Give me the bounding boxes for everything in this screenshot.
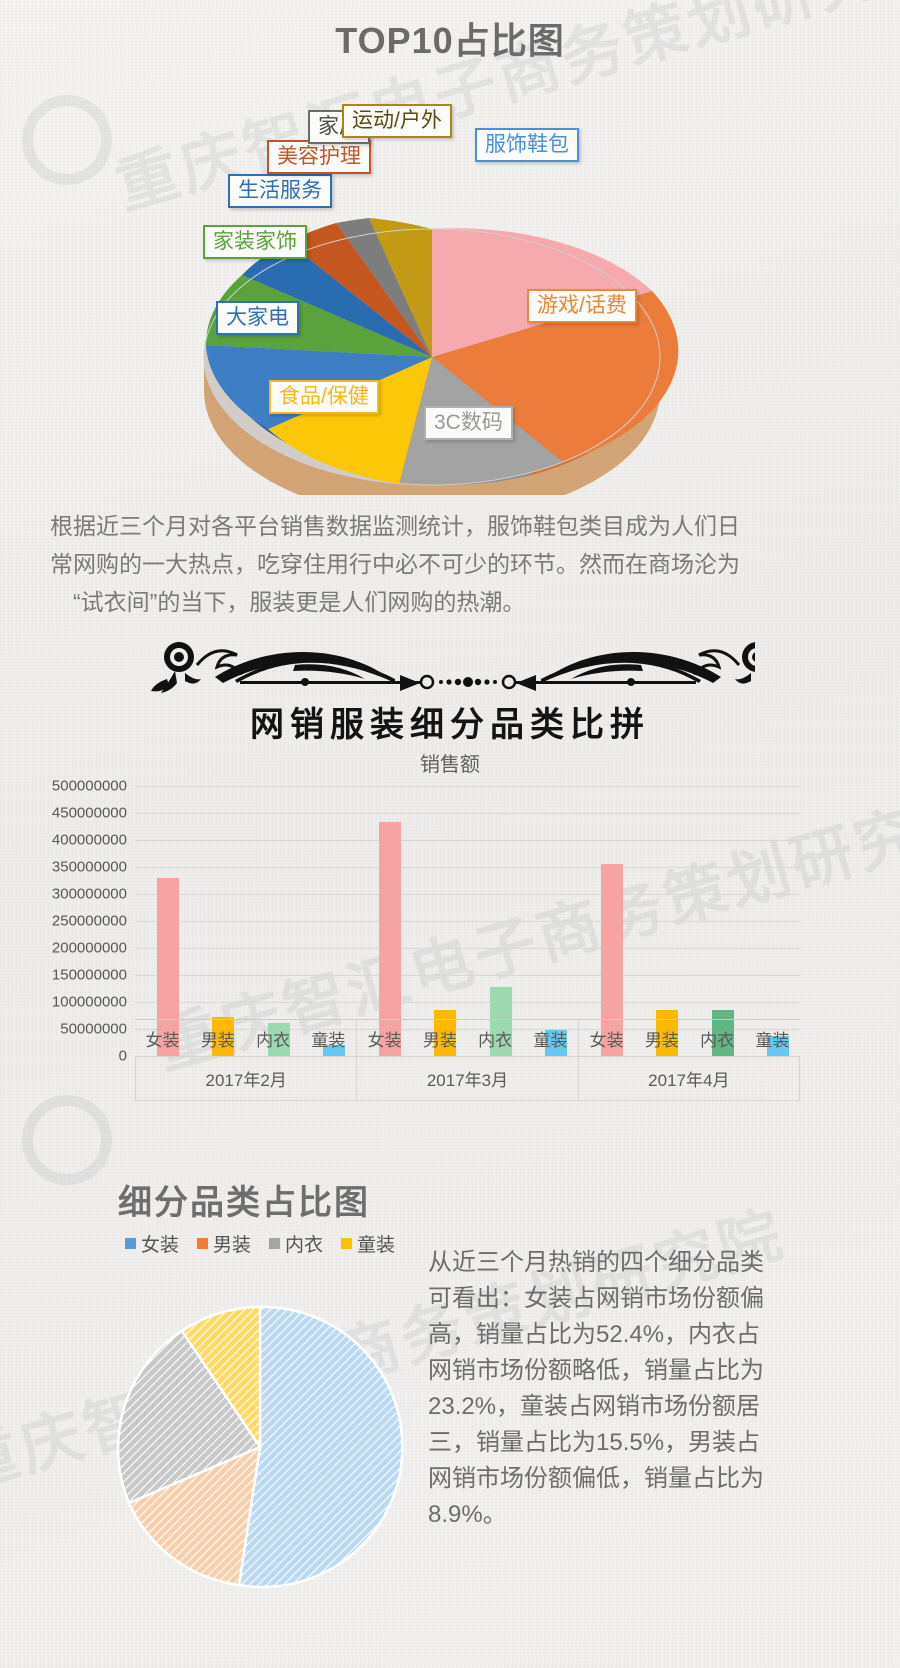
bar-chart-x-labels: 女装 男装 内衣 童装 女装 男装 内衣 童装 女装 男装 内衣 童装 <box>135 1019 800 1057</box>
legend-item-tongzhuang: 童装 <box>341 1230 395 1257</box>
y-tick: 100000000 <box>51 993 127 1011</box>
subcategory-line-8: 8.9%。 <box>428 1501 507 1528</box>
subcategory-line-6: 三，销量占比为15.5%，男装占 <box>428 1429 761 1456</box>
intro-paragraph: 根据近三个月对各平台销售数据监测统计，服饰鞋包类目成为人们日 常网购的一大热点，… <box>50 508 855 622</box>
subcategory-line-5: 23.2%，童装占网销市场份额居 <box>428 1393 761 1420</box>
y-tick: 250000000 <box>51 912 127 930</box>
subcategory-line-2: 可看出：女装占网销市场份额偏 <box>428 1285 764 1312</box>
bar-neiyi-mar <box>490 987 512 1056</box>
bar-nanzhuang-apr <box>656 1010 678 1056</box>
x-label: 女装 <box>145 1030 180 1050</box>
bar-neiyi-apr <box>712 1010 734 1056</box>
x-label: 女装 <box>367 1030 402 1050</box>
y-tick: 0 <box>118 1047 127 1065</box>
x-label: 内衣 <box>700 1030 735 1050</box>
bar-chart-title: 销售额 <box>420 754 480 776</box>
month-label: 2017年4月 <box>579 1057 800 1100</box>
x-label: 童装 <box>755 1030 790 1050</box>
banner-title: 网销服装细分品类比拼 <box>250 705 650 745</box>
intro-line-1: 根据近三个月对各平台销售数据监测统计，服饰鞋包类目成为人们日 <box>50 513 740 539</box>
y-tick: 350000000 <box>51 858 127 876</box>
pie-label-meironghuli: 美容护理 <box>267 140 371 175</box>
x-label: 男装 <box>200 1030 235 1050</box>
month-label: 2017年2月 <box>135 1057 358 1100</box>
y-tick: 200000000 <box>51 939 127 957</box>
pie-label-jiaju: 家居 <box>308 110 370 145</box>
subcategory-pie-chart <box>95 1272 425 1602</box>
bar-chart-plot: 500000000 450000000 400000000 350000000 … <box>52 778 800 1065</box>
pie-label-shipinbaojian: 食品/保健 <box>269 380 379 415</box>
x-label: 童装 <box>311 1030 346 1050</box>
top10-pie-chart: 服饰鞋包 游戏/话费 3C数码 食品/保健 大家电 家装家饰 生活服务 美容护理… <box>0 95 900 495</box>
bar-nanzhuang-mar <box>434 1010 456 1056</box>
bar-tongzhuang-feb <box>323 1045 345 1056</box>
x-label: 内衣 <box>256 1030 291 1050</box>
legend-label: 女装 <box>141 1235 180 1256</box>
section2-title: 细分品类占比图 <box>118 1184 370 1222</box>
y-tick: 450000000 <box>51 804 127 822</box>
legend-swatch-tongzhuang <box>341 1238 353 1249</box>
subcategory-line-1: 从近三个月热销的四个细分品类 <box>428 1249 764 1276</box>
ornament-flourish-icon <box>151 642 755 693</box>
bar-tongzhuang-mar <box>545 1030 567 1056</box>
pie-label-yundonghuwai: 运动/户外 <box>342 104 452 139</box>
x-label: 女装 <box>589 1030 624 1050</box>
x-label: 童装 <box>533 1030 568 1050</box>
bar-nvzhuang-mar <box>379 822 401 1056</box>
bar-tongzhuang-apr <box>767 1036 789 1056</box>
y-tick: 300000000 <box>51 885 127 903</box>
pie-label-youxihuafei: 游戏/话费 <box>527 289 637 324</box>
subcategory-line-3: 高，销量占比为52.4%，内衣占 <box>428 1321 761 1348</box>
month-label: 2017年3月 <box>357 1057 579 1100</box>
pie-label-dajiadian: 大家电 <box>216 301 299 336</box>
y-tick: 50000000 <box>60 1020 127 1038</box>
intro-line-3: “试衣间”的当下，服装更是人们网购的热潮。 <box>73 588 526 615</box>
subcategory-pie-svg <box>116 1305 404 1589</box>
pie-label-3cshuma: 3C数码 <box>424 406 513 441</box>
pie-label-fushixiebao: 服饰鞋包 <box>475 128 579 163</box>
pie-label-shenghuofuwu: 生活服务 <box>228 174 332 209</box>
bar-nvzhuang-feb <box>157 878 179 1056</box>
y-tick: 400000000 <box>51 831 127 849</box>
section-banner: 网销服装细分品类比拼 <box>0 635 900 745</box>
bar-nvzhuang-apr <box>601 864 623 1056</box>
subcategory-pie-legend: 女装 男装 内衣 童装 <box>125 1230 395 1257</box>
bar-neiyi-feb <box>268 1023 290 1056</box>
legend-label: 内衣 <box>285 1235 324 1256</box>
sales-bar-chart: 销售额 500000000 450000000 400000000 350000… <box>0 748 900 1178</box>
x-label: 内衣 <box>478 1030 513 1050</box>
x-label: 男装 <box>644 1030 679 1050</box>
legend-item-neiyi: 内衣 <box>269 1230 323 1257</box>
legend-swatch-nvzhuang <box>125 1238 136 1249</box>
pie-label-jiazhuangjiashi: 家装家饰 <box>203 225 307 260</box>
y-tick: 150000000 <box>51 966 127 984</box>
legend-item-nvzhuang: 女装 <box>125 1230 179 1257</box>
page-title: TOP10占比图 <box>335 20 565 61</box>
subcategory-paragraph: 从近三个月热销的四个细分品类 可看出：女装占网销市场份额偏 高，销量占比为52.… <box>428 1245 848 1533</box>
legend-label: 童装 <box>357 1235 396 1256</box>
legend-label: 男装 <box>213 1235 252 1256</box>
y-tick: 500000000 <box>51 777 127 795</box>
intro-line-2: 常网购的一大热点，吃穿住用行中必不可少的环节。然而在商场沦为 <box>50 550 740 577</box>
legend-swatch-neiyi <box>269 1238 281 1249</box>
legend-item-nanzhuang: 男装 <box>197 1230 251 1257</box>
subcategory-line-4: 网销市场份额略低，销量占比为 <box>428 1357 764 1384</box>
legend-swatch-nanzhuang <box>197 1238 209 1249</box>
bar-nanzhuang-feb <box>212 1017 234 1056</box>
bar-chart-month-row: 2017年2月 2017年3月 2017年4月 <box>135 1057 800 1101</box>
x-label: 男装 <box>422 1030 457 1050</box>
subcategory-line-7: 网销市场份额偏低，销量占比为 <box>428 1465 764 1492</box>
